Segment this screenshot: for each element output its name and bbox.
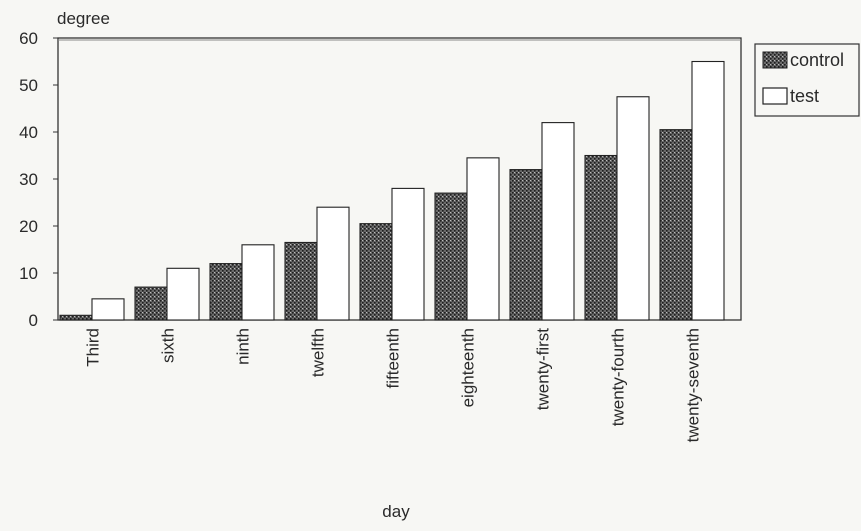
bar-test-twenty-seventh xyxy=(691,60,725,321)
bar-test-ninth xyxy=(241,244,275,321)
bar-control-twenty-fourth xyxy=(584,154,618,321)
x-tick-label: twenty-first xyxy=(533,328,552,410)
bar-test-twelfth xyxy=(316,206,350,321)
bar-control-twelfth xyxy=(284,241,318,321)
y-tick-label: 0 xyxy=(29,311,38,330)
x-tick-label: twenty-seventh xyxy=(683,328,702,442)
bar-test-fifteenth xyxy=(391,187,425,321)
x-tick-label: twelfth xyxy=(308,328,327,377)
bar-control-eighteenth xyxy=(434,192,468,321)
bar-control-ninth xyxy=(209,263,243,321)
bar-control-fifteenth xyxy=(359,223,393,321)
legend-box xyxy=(754,43,860,117)
bar-test-twenty-fourth xyxy=(616,96,650,321)
legend-label-control: control xyxy=(790,50,844,70)
y-tick-label: 30 xyxy=(19,170,38,189)
y-tick-label: 60 xyxy=(19,29,38,48)
legend-swatch-test xyxy=(762,87,788,105)
x-tick-label: ninth xyxy=(233,328,252,365)
y-axis-title: degree xyxy=(57,9,110,28)
y-tick-label: 50 xyxy=(19,76,38,95)
x-tick-label: eighteenth xyxy=(458,328,477,407)
y-tick-label: 40 xyxy=(19,123,38,142)
legend-swatch-control xyxy=(762,51,788,69)
y-tick-label: 10 xyxy=(19,264,38,283)
bar-test-sixth xyxy=(166,267,200,321)
legend: control test xyxy=(754,43,860,117)
y-axis-tick-labels: 0 10 20 30 40 50 60 xyxy=(19,29,38,330)
x-tick-label: Third xyxy=(83,328,102,367)
bar-series xyxy=(59,60,725,321)
x-axis-title: day xyxy=(382,502,410,521)
legend-label-test: test xyxy=(790,86,819,106)
y-axis-ticks xyxy=(53,37,58,321)
x-axis-tick-labels: Third sixth ninth twelfth fifteenth eighteent… xyxy=(83,328,702,443)
bar-test-eighteenth xyxy=(466,157,500,321)
bar-test-Third xyxy=(91,298,125,321)
bar-control-twenty-first xyxy=(509,169,543,321)
x-tick-label: twenty-fourth xyxy=(608,328,627,426)
bar-control-twenty-seventh xyxy=(659,129,693,321)
y-tick-label: 20 xyxy=(19,217,38,236)
x-tick-label: fifteenth xyxy=(383,328,402,389)
bar-control-Third xyxy=(59,314,93,321)
bar-test-twenty-first xyxy=(541,122,575,321)
bar-control-sixth xyxy=(134,286,168,321)
x-tick-label: sixth xyxy=(158,328,177,363)
